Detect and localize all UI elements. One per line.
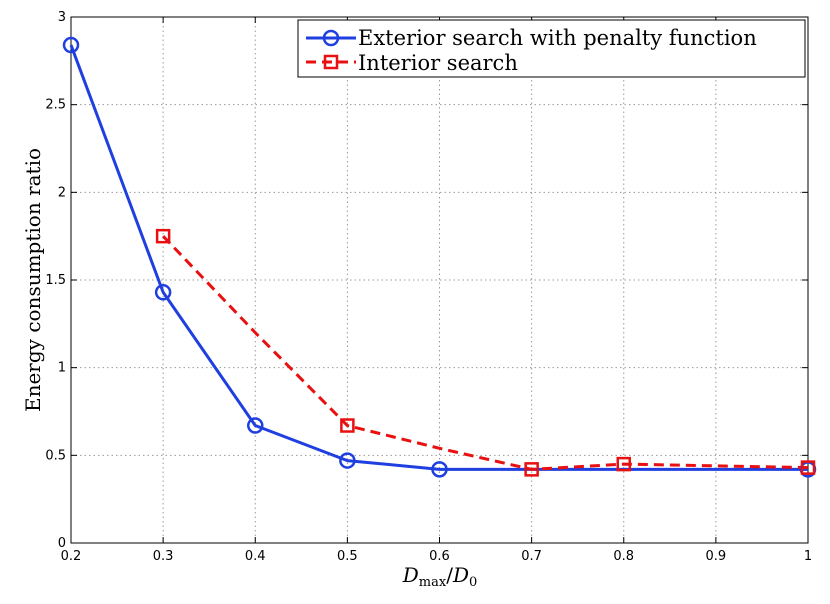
y-tick-label: 0.5 [45,448,66,463]
y-axis-title: Energy consumption ratio [21,148,45,412]
interior-point [616,456,631,472]
x-tick-label: 0.8 [613,549,634,564]
x-axis-title-sub-max: max [419,575,447,590]
x-tick-label: 0.4 [245,549,266,564]
exterior-point [154,284,172,301]
x-tick-label: 0.6 [429,549,450,564]
interior-point [340,418,355,433]
exterior-point [431,461,448,478]
x-axis-title-d: D [402,563,419,587]
legend-label-interior: Interior search [358,51,518,75]
series-layer [62,36,817,478]
interior-point [524,462,539,477]
y-tick-label: 2 [58,185,66,200]
legend-marker-square [323,54,339,70]
y-tick-label: 0 [58,536,66,551]
legend-box [297,19,806,78]
x-tick-label: 0.9 [706,549,727,564]
x-tick-label: 0.7 [521,549,542,564]
grid [71,17,808,543]
interior-point [155,228,171,244]
x-tick-label: 1 [804,549,812,564]
x-tick-label: 0.5 [337,549,358,564]
y-tick-label: 3 [58,10,66,25]
x-axis-title-sub-0: 0 [469,575,477,590]
exterior-point [339,452,356,469]
x-axis-title-d2: D [452,563,469,587]
legend-label-exterior: Exterior search with penalty function [358,26,757,50]
y-tick-label: 1.5 [45,273,66,288]
y-tick-label: 1 [58,361,66,376]
series-exterior-line [69,44,808,471]
legend: Exterior search with penalty function In… [297,19,806,78]
interior-point [800,460,816,475]
legend-marker-circle [322,29,340,47]
exterior-point [247,417,264,434]
x-tick-label: 0.2 [61,549,82,564]
x-axis-title: Dmax/D0 [402,563,478,590]
series-interior-line [162,235,809,471]
x-tick-label: 0.3 [153,549,174,564]
y-tick-label: 2.5 [45,98,66,113]
exterior-point [62,36,80,54]
x-axis-title-slash: / [446,563,453,587]
